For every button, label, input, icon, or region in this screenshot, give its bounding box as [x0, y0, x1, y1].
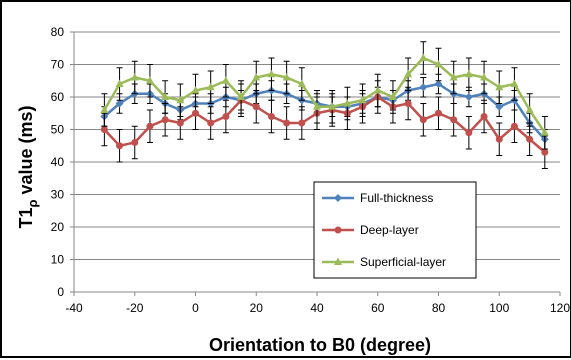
- x-tick-label: 100: [489, 301, 509, 315]
- data-point: [145, 76, 154, 84]
- data-point: [540, 128, 549, 136]
- data-point: [267, 69, 276, 78]
- y-tick-label: 40: [51, 155, 65, 169]
- legend: Full-thickness Deep-layer Superficial-laye…: [313, 181, 477, 279]
- data-point: [100, 126, 108, 133]
- y-tick-label: 20: [51, 220, 65, 234]
- y-axis-title: T1ρ value (ms): [16, 105, 40, 228]
- y-tick-label: 80: [51, 25, 65, 39]
- y-tick-label: 10: [51, 253, 65, 267]
- data-point: [192, 109, 199, 117]
- y-tick-label: 50: [51, 123, 65, 137]
- data-point: [328, 102, 337, 110]
- data-point: [495, 102, 504, 111]
- x-tick-label: 20: [250, 301, 264, 315]
- data-point: [480, 73, 489, 81]
- y-tick-label: 70: [51, 58, 65, 72]
- x-tick-label: -20: [126, 301, 144, 315]
- data-point: [237, 92, 246, 100]
- data-point: [252, 103, 260, 111]
- data-point: [313, 102, 321, 110]
- data-point: [343, 99, 352, 107]
- legend-label: Full-thickness: [360, 191, 433, 205]
- data-point: [404, 69, 413, 78]
- data-point: [206, 82, 215, 91]
- data-point: [222, 113, 230, 120]
- data-point: [176, 119, 184, 127]
- data-point: [373, 86, 382, 94]
- y-tick-label: 0: [57, 285, 64, 299]
- data-point: [464, 69, 473, 78]
- y-axis-title-main: T1: [16, 208, 36, 229]
- data-point: [100, 105, 109, 113]
- data-point: [449, 73, 458, 81]
- data-point: [161, 116, 169, 124]
- data-point: [221, 76, 230, 84]
- data-point: [419, 116, 427, 124]
- data-point: [161, 92, 170, 100]
- legend-label: Deep-layer: [360, 223, 419, 237]
- data-point: [176, 95, 185, 104]
- x-tick-label: 80: [432, 301, 446, 315]
- data-point: [495, 82, 504, 91]
- data-point: [450, 116, 458, 124]
- data-point: [283, 119, 291, 127]
- y-axis-title-rest: value (ms): [16, 105, 36, 199]
- data-point: [207, 119, 215, 127]
- x-tick-label: 0: [192, 301, 199, 315]
- data-point: [526, 135, 534, 143]
- x-tick-label: 120: [550, 301, 570, 315]
- data-point: [434, 80, 443, 88]
- data-point: [525, 105, 534, 113]
- data-point: [191, 86, 200, 94]
- data-point: [297, 79, 306, 87]
- x-tick-label: 60: [371, 301, 385, 315]
- data-point: [465, 129, 473, 137]
- data-point: [464, 93, 473, 101]
- data-point: [404, 100, 412, 107]
- data-point: [419, 83, 428, 92]
- data-point: [510, 79, 519, 87]
- data-point: [282, 73, 291, 81]
- legend-swatch-marker: [334, 257, 342, 265]
- data-point: [434, 60, 443, 68]
- data-point: [510, 122, 518, 130]
- data-point: [495, 135, 503, 143]
- y-tick-label: 30: [51, 188, 65, 202]
- y-axis-title-subscript: ρ: [25, 199, 40, 207]
- data-point: [541, 148, 549, 156]
- data-point: [298, 119, 306, 127]
- data-point: [419, 53, 428, 61]
- data-point: [267, 113, 275, 120]
- data-point: [115, 99, 124, 108]
- data-point: [480, 113, 488, 120]
- y-tick-label: 60: [51, 90, 65, 104]
- legend-swatch-marker: [334, 194, 342, 202]
- legend-label: Superficial-layer: [360, 255, 446, 269]
- data-point: [388, 92, 397, 100]
- data-point: [115, 79, 124, 87]
- series-layer: [100, 41, 549, 169]
- series-superficial-layer: [100, 41, 549, 150]
- data-point: [116, 142, 124, 150]
- axes: 0 10 20 30 40 50 60 70 80 -40 -20 0 20 40 60 80 100 120: [51, 25, 571, 315]
- data-point: [252, 73, 261, 81]
- data-point: [358, 95, 367, 104]
- data-point: [130, 73, 139, 81]
- x-tick-label: 40: [310, 301, 324, 315]
- legend-swatch-marker: [334, 226, 342, 234]
- data-point: [131, 139, 139, 146]
- x-axis-title: Orientation to B0 (degree): [209, 335, 431, 355]
- x-tick-label: -40: [65, 301, 83, 315]
- data-point: [435, 109, 442, 117]
- data-point: [146, 122, 154, 130]
